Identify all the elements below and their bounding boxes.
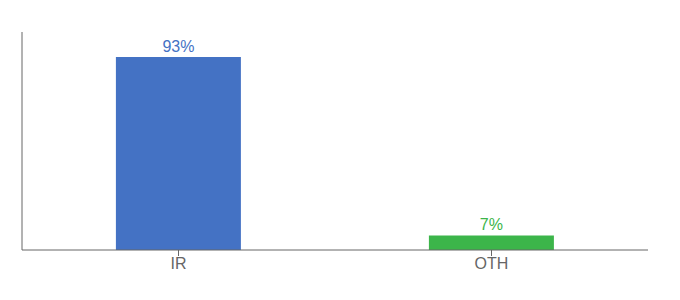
svg-text:93%: 93% (162, 38, 194, 55)
svg-text:7%: 7% (480, 216, 503, 233)
svg-text:OTH: OTH (475, 255, 509, 272)
svg-text:IR: IR (171, 255, 187, 272)
